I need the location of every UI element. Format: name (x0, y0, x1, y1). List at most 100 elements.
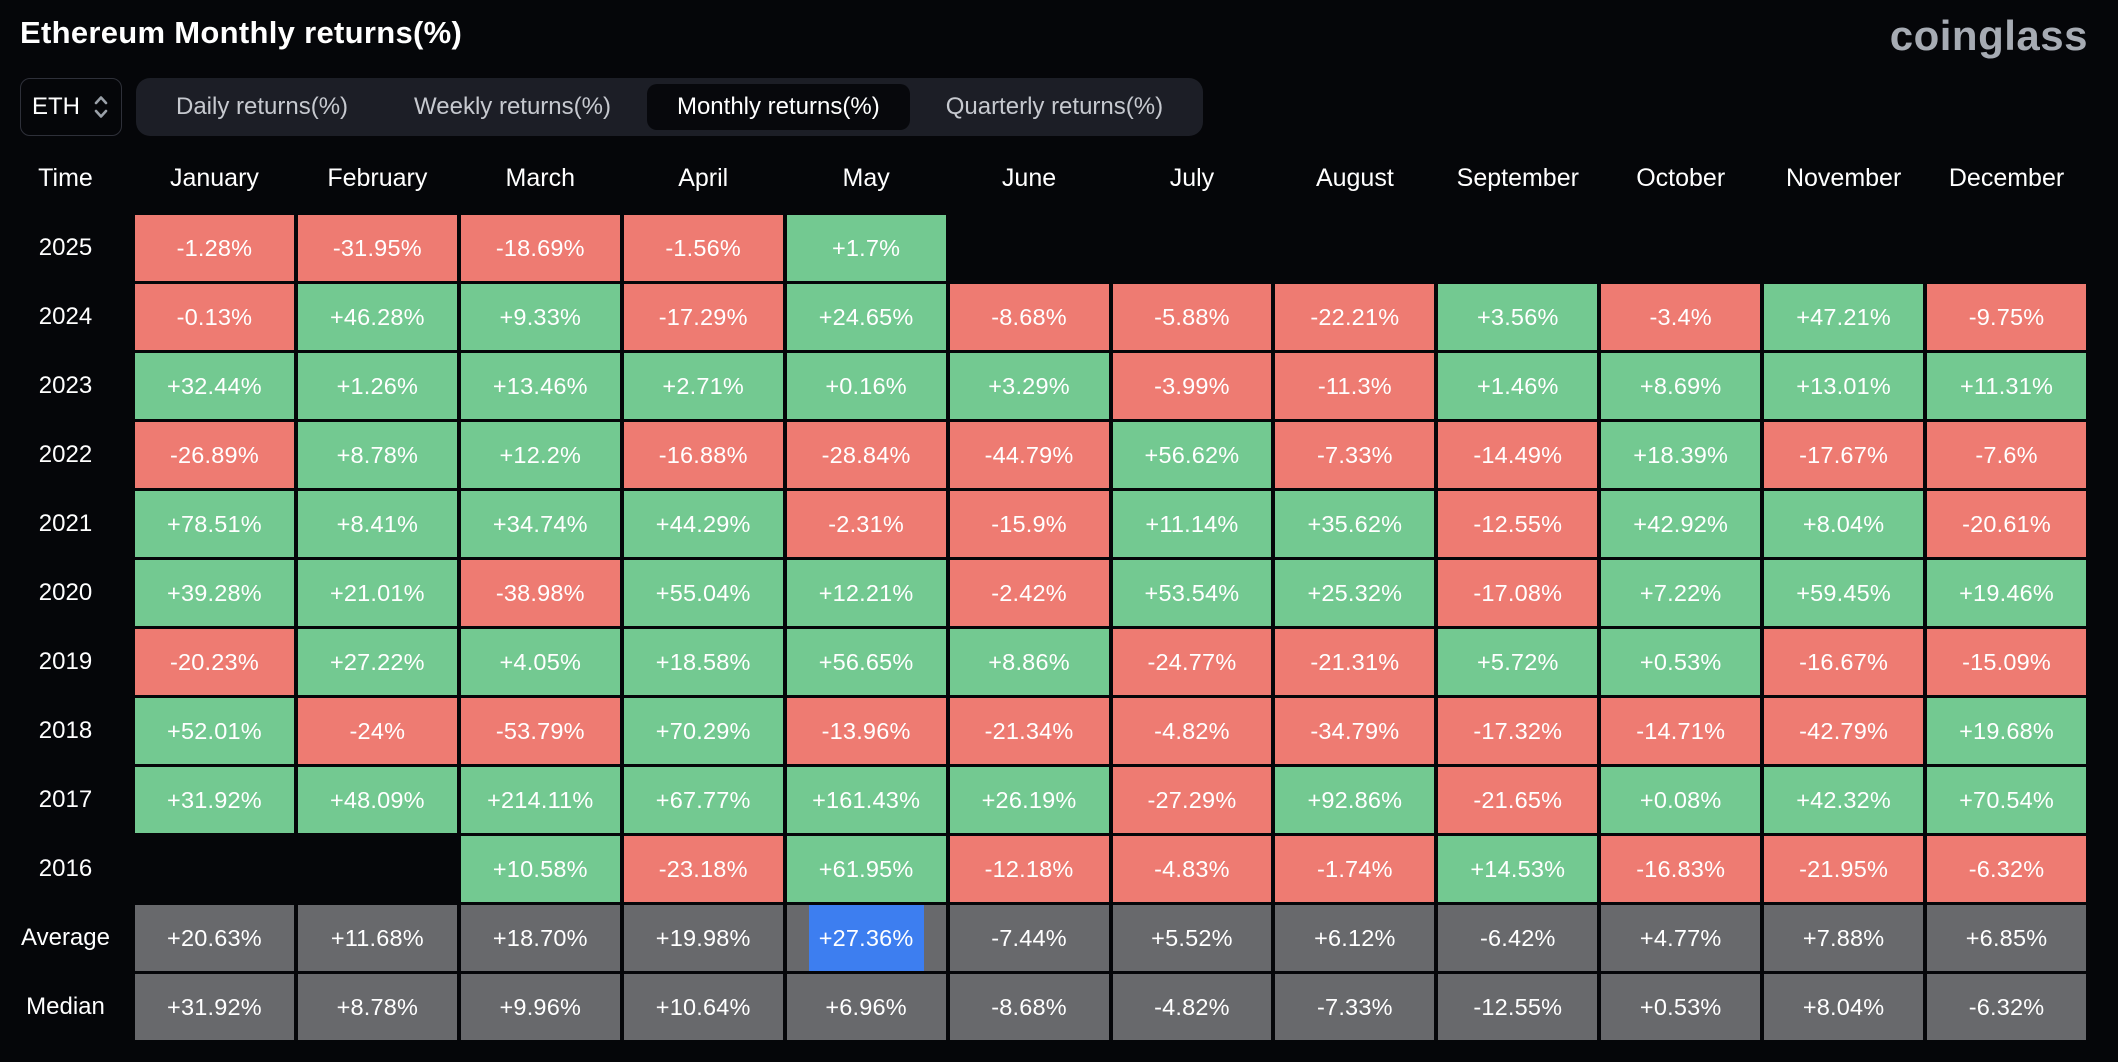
month-column-header: June (1001, 163, 1057, 192)
month-column-header: October (1636, 163, 1726, 192)
return-cell: +59.45% (1764, 560, 1924, 626)
return-cell: -24.77% (1112, 629, 1272, 695)
row-label: 2017 (38, 786, 93, 813)
return-cell: +0.16% (786, 353, 946, 419)
return-cell: -17.29% (623, 284, 783, 350)
return-cell: -5.88% (1112, 284, 1272, 350)
row-label: Median (26, 993, 105, 1020)
return-cell: +1.7% (786, 215, 946, 281)
return-cell: -42.79% (1764, 698, 1924, 764)
empty-cell (1113, 215, 1272, 281)
empty-cell (1275, 215, 1434, 281)
month-column-header: November (1785, 163, 1902, 192)
tab-daily-returns[interactable]: Daily returns(%) (176, 93, 349, 120)
tab-weekly-returns[interactable]: Weekly returns(%) (414, 93, 611, 120)
return-cell: -23.18% (623, 836, 783, 902)
tab-monthly-returns[interactable]: Monthly returns(%) (646, 84, 910, 130)
month-column-header: May (842, 163, 890, 192)
month-column-header: April (678, 163, 729, 192)
return-cell: +67.77% (623, 767, 783, 833)
return-cell: -2.42% (949, 560, 1109, 626)
return-cell: -18.69% (460, 215, 620, 281)
return-cell: -15.09% (1927, 629, 2086, 695)
empty-cell (950, 215, 1109, 281)
return-cell: -9.75% (1927, 284, 2086, 350)
row-label: 2024 (38, 303, 93, 330)
return-cell: +26.19% (949, 767, 1109, 833)
return-cell: +52.01% (135, 698, 294, 764)
row-label: 2023 (38, 372, 93, 399)
empty-cell (1438, 215, 1597, 281)
return-cell: -13.96% (786, 698, 946, 764)
return-cell: +1.46% (1438, 353, 1598, 419)
return-cell: +61.95% (786, 836, 946, 902)
return-cell: -16.88% (623, 422, 783, 488)
tab-quarterly-returns[interactable]: Quarterly returns(%) (945, 93, 1164, 120)
return-cell: -4.82% (1112, 698, 1272, 764)
return-cell: +6.96% (786, 974, 946, 1040)
return-cell: -21.65% (1438, 767, 1598, 833)
return-cell: -15.9% (949, 491, 1109, 557)
return-cell: +7.22% (1601, 560, 1761, 626)
return-cell: +19.46% (1927, 560, 2086, 626)
return-cell: +19.68% (1927, 698, 2086, 764)
return-cell: -11.3% (1275, 353, 1435, 419)
return-cell: +7.88% (1764, 905, 1924, 971)
return-cell: +14.53% (1438, 836, 1598, 902)
return-cell: +8.04% (1764, 491, 1924, 557)
month-column-header: December (1948, 163, 2065, 192)
symbol-select[interactable]: ETH (20, 78, 122, 136)
return-cell: -17.32% (1438, 698, 1598, 764)
return-cell: +10.58% (460, 836, 620, 902)
return-cell: -8.68% (949, 974, 1109, 1040)
return-cell: +9.33% (460, 284, 620, 350)
return-cell: +3.56% (1438, 284, 1598, 350)
return-cell: +10.64% (623, 974, 783, 1040)
row-label: 2025 (38, 234, 93, 261)
return-cell: +0.53% (1601, 629, 1761, 695)
return-cell: +0.53% (1601, 974, 1761, 1040)
return-cell: +214.11% (460, 767, 620, 833)
return-cell: +48.09% (297, 767, 457, 833)
controls-row: ETH Daily returns(%) Weekly returns(%) Mon… (20, 78, 2118, 136)
return-cell: -26.89% (135, 422, 294, 488)
return-cell: +70.54% (1927, 767, 2086, 833)
return-cell: -34.79% (1275, 698, 1435, 764)
return-cell: -7.33% (1275, 974, 1435, 1040)
month-column-header: February (327, 163, 428, 192)
return-cell: +18.70% (460, 905, 620, 971)
return-cell: -2.31% (786, 491, 946, 557)
return-cell: -20.61% (1927, 491, 2086, 557)
return-cell: +161.43% (786, 767, 946, 833)
return-cell: +6.85% (1927, 905, 2086, 971)
return-cell: -7.33% (1275, 422, 1435, 488)
return-cell: -12.55% (1438, 491, 1598, 557)
row-label: 2020 (38, 579, 93, 606)
return-cell: +34.74% (460, 491, 620, 557)
row-label: 2018 (38, 717, 93, 744)
return-cell: -4.83% (1112, 836, 1272, 902)
return-cell: +32.44% (135, 353, 294, 419)
return-cell: +27.36% (786, 905, 946, 971)
return-cell: -6.32% (1927, 974, 2086, 1040)
return-cell: -6.32% (1927, 836, 2086, 902)
return-cell: +8.04% (1764, 974, 1924, 1040)
return-cell: +70.29% (623, 698, 783, 764)
month-column-header: September (1456, 163, 1579, 192)
month-column-header: March (505, 163, 576, 192)
return-cell: +56.62% (1112, 422, 1272, 488)
returns-tab-bar: Daily returns(%) Weekly returns(%) Monthly… (136, 78, 1204, 136)
return-cell: +6.12% (1275, 905, 1435, 971)
updown-chevron-icon (92, 94, 110, 120)
return-cell: +4.77% (1601, 905, 1761, 971)
row-label: Average (21, 924, 110, 951)
empty-cell (1601, 215, 1760, 281)
return-cell: -1.74% (1275, 836, 1435, 902)
return-cell: -14.71% (1601, 698, 1761, 764)
return-cell: +8.69% (1601, 353, 1761, 419)
return-cell: +11.14% (1112, 491, 1272, 557)
return-cell: +46.28% (297, 284, 457, 350)
return-cell: -3.4% (1601, 284, 1761, 350)
return-cell: -0.13% (135, 284, 294, 350)
